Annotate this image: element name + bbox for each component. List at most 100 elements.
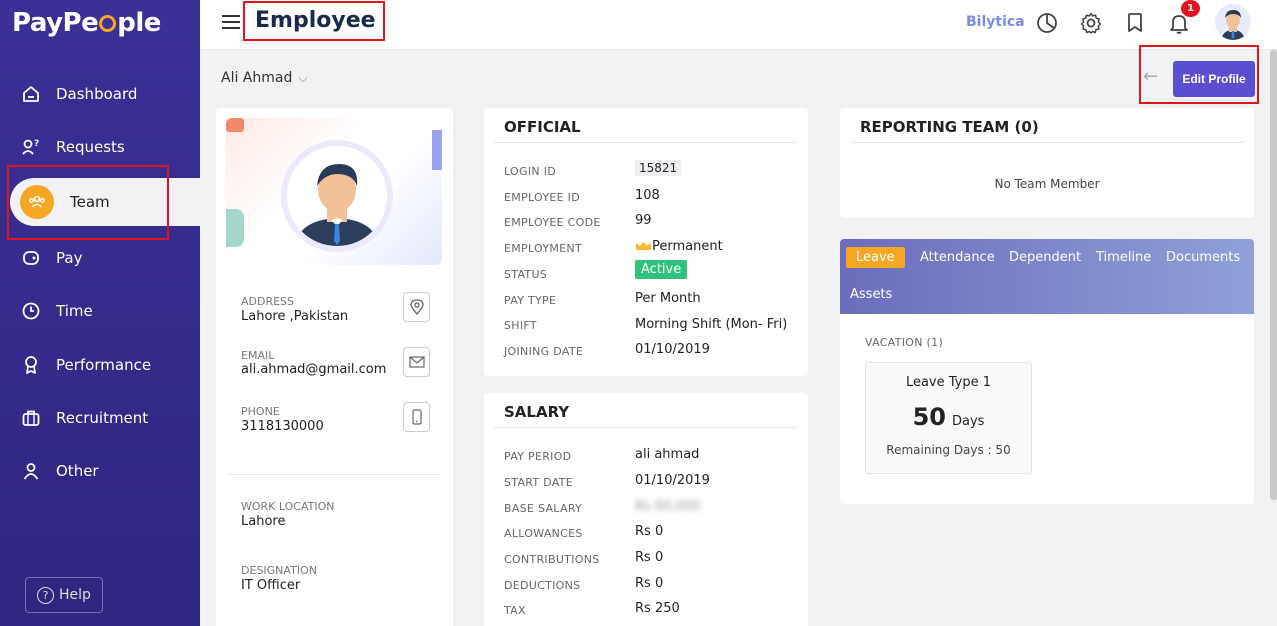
crown-icon <box>635 240 652 250</box>
pay-type-label: PAY TYPE <box>504 294 557 307</box>
employee-code-label: EMPLOYEE CODE <box>504 216 601 229</box>
remaining-days: Remaining Days : 50 <box>886 443 1011 457</box>
paint-splash-decoration <box>226 209 244 247</box>
top-bar: Employee Bilytica 1 <box>200 0 1277 50</box>
allowances-value: Rs 0 <box>635 524 664 539</box>
user-icon <box>20 460 42 482</box>
base-salary-label: BASE SALARY <box>504 502 583 515</box>
pay-period-label: PAY PERIOD <box>504 450 572 463</box>
sidebar-item-time[interactable]: Time <box>0 291 200 331</box>
sidebar-item-requests[interactable]: ? Requests <box>0 127 200 167</box>
status-badge: Active <box>635 260 688 279</box>
sidebar-item-label: Team <box>70 193 110 211</box>
profile-picture-box <box>226 118 442 265</box>
paint-splash-decoration <box>226 118 244 132</box>
divider <box>850 142 1244 143</box>
email-label: EMAIL <box>241 349 275 362</box>
award-icon <box>20 354 42 376</box>
contributions-value: Rs 0 <box>635 550 664 565</box>
employee-code-value: 99 <box>635 213 652 228</box>
leave-type-card[interactable]: Leave Type 1 50 Days Remaining Days : 50 <box>865 362 1032 474</box>
leave-days: 50 Days <box>866 403 1031 431</box>
back-arrow-icon[interactable]: ← <box>1143 66 1159 87</box>
svg-text:?: ? <box>34 139 39 149</box>
location-pin-icon[interactable] <box>403 292 430 322</box>
employee-selector[interactable]: Ali Ahmad ⌵ <box>221 70 307 86</box>
paint-splash-decoration <box>432 130 442 170</box>
wallet-icon <box>20 247 42 269</box>
requests-icon: ? <box>20 136 42 158</box>
joining-date-value: 01/10/2019 <box>635 342 710 357</box>
leave-type-title: Leave Type 1 <box>905 375 992 390</box>
home-icon <box>20 83 42 105</box>
sidebar-item-performance[interactable]: Performance <box>0 345 200 385</box>
tab-leave[interactable]: Leave <box>846 247 905 268</box>
leave-days-count: 50 <box>912 403 946 431</box>
sidebar-item-label: Recruitment <box>56 409 149 427</box>
sidebar-item-pay[interactable]: Pay <box>0 238 200 278</box>
sidebar-item-label: Time <box>56 302 93 320</box>
salary-title: SALARY <box>504 403 570 421</box>
help-label: Help <box>59 587 91 603</box>
leave-days-unit: Days <box>951 414 985 429</box>
notification-bell-icon[interactable] <box>1167 11 1191 35</box>
clock-icon <box>20 300 42 322</box>
start-date-value: 01/10/2019 <box>635 473 710 488</box>
tax-label: TAX <box>504 604 526 617</box>
tab-documents[interactable]: Documents <box>1166 250 1241 265</box>
menu-icon[interactable] <box>222 15 240 29</box>
settings-icon[interactable] <box>1079 11 1103 35</box>
help-button[interactable]: ? Help <box>25 577 103 613</box>
edit-profile-button[interactable]: Edit Profile <box>1173 61 1255 97</box>
designation-label: DESIGNATION <box>241 564 317 577</box>
sidebar-item-dashboard[interactable]: Dashboard <box>0 74 200 114</box>
deductions-value: Rs 0 <box>635 576 664 591</box>
sidebar-item-recruitment[interactable]: Recruitment <box>0 398 200 438</box>
phone-icon[interactable] <box>403 402 430 432</box>
bilytica-link[interactable]: Bilytica <box>966 14 1025 30</box>
work-location-value: Lahore <box>241 514 286 529</box>
tax-value: Rs 250 <box>635 601 680 616</box>
pay-period-value: ali ahmad <box>635 447 700 462</box>
official-card: OFFICIAL LOGIN ID 15821 EMPLOYEE ID 108 … <box>484 108 808 376</box>
divider <box>494 142 798 143</box>
edit-highlight-box <box>1139 45 1259 104</box>
status-label: STATUS <box>504 268 548 281</box>
login-id-label: LOGIN ID <box>504 165 557 178</box>
employment-label: EMPLOYMENT <box>504 242 582 255</box>
scrollbar[interactable] <box>1270 50 1277 500</box>
employee-id-label: EMPLOYEE ID <box>504 191 580 204</box>
employee-id-value: 108 <box>635 188 660 203</box>
address-value: Lahore ,Pakistan <box>241 309 349 324</box>
tab-attendance[interactable]: Attendance <box>920 250 995 265</box>
sidebar: PayPe ple Dashboard ? Requests Team Pay T… <box>0 0 200 626</box>
tab-assets[interactable]: Assets <box>850 287 893 302</box>
mail-icon[interactable] <box>403 347 430 377</box>
no-team-message: No Team Member <box>994 177 1100 191</box>
pay-type-value: Per Month <box>635 291 701 306</box>
sidebar-item-label: Requests <box>56 138 125 156</box>
reporting-team-title: REPORTING TEAM (0) <box>860 118 1039 136</box>
details-tabs-card: Leave Attendance Dependent Timeline Docu… <box>840 239 1254 504</box>
divider <box>228 474 441 475</box>
chevron-down-icon: ⌵ <box>298 71 308 85</box>
profile-avatar[interactable] <box>281 140 393 252</box>
analytics-icon[interactable] <box>1035 11 1059 35</box>
address-label: ADDRESS <box>241 295 295 308</box>
employment-value: Permanent <box>635 239 723 254</box>
team-highlight-box <box>7 165 169 240</box>
base-salary-value: Rs 60,000 <box>635 499 701 514</box>
email-value: ali.ahmad@gmail.com <box>241 362 387 377</box>
shift-value: Morning Shift (Mon- Fri) <box>635 317 788 332</box>
bookmark-icon[interactable] <box>1123 11 1147 35</box>
official-title: OFFICIAL <box>504 118 581 136</box>
team-icon <box>20 185 54 219</box>
user-avatar[interactable] <box>1215 4 1251 40</box>
tab-timeline[interactable]: Timeline <box>1096 250 1152 265</box>
tab-dependent[interactable]: Dependent <box>1009 250 1082 265</box>
allowances-label: ALLOWANCES <box>504 527 583 540</box>
sidebar-item-other[interactable]: Other <box>0 451 200 491</box>
page-title: Employee <box>243 1 385 41</box>
help-icon: ? <box>37 586 55 604</box>
brand-logo[interactable]: PayPe ple <box>12 8 161 38</box>
